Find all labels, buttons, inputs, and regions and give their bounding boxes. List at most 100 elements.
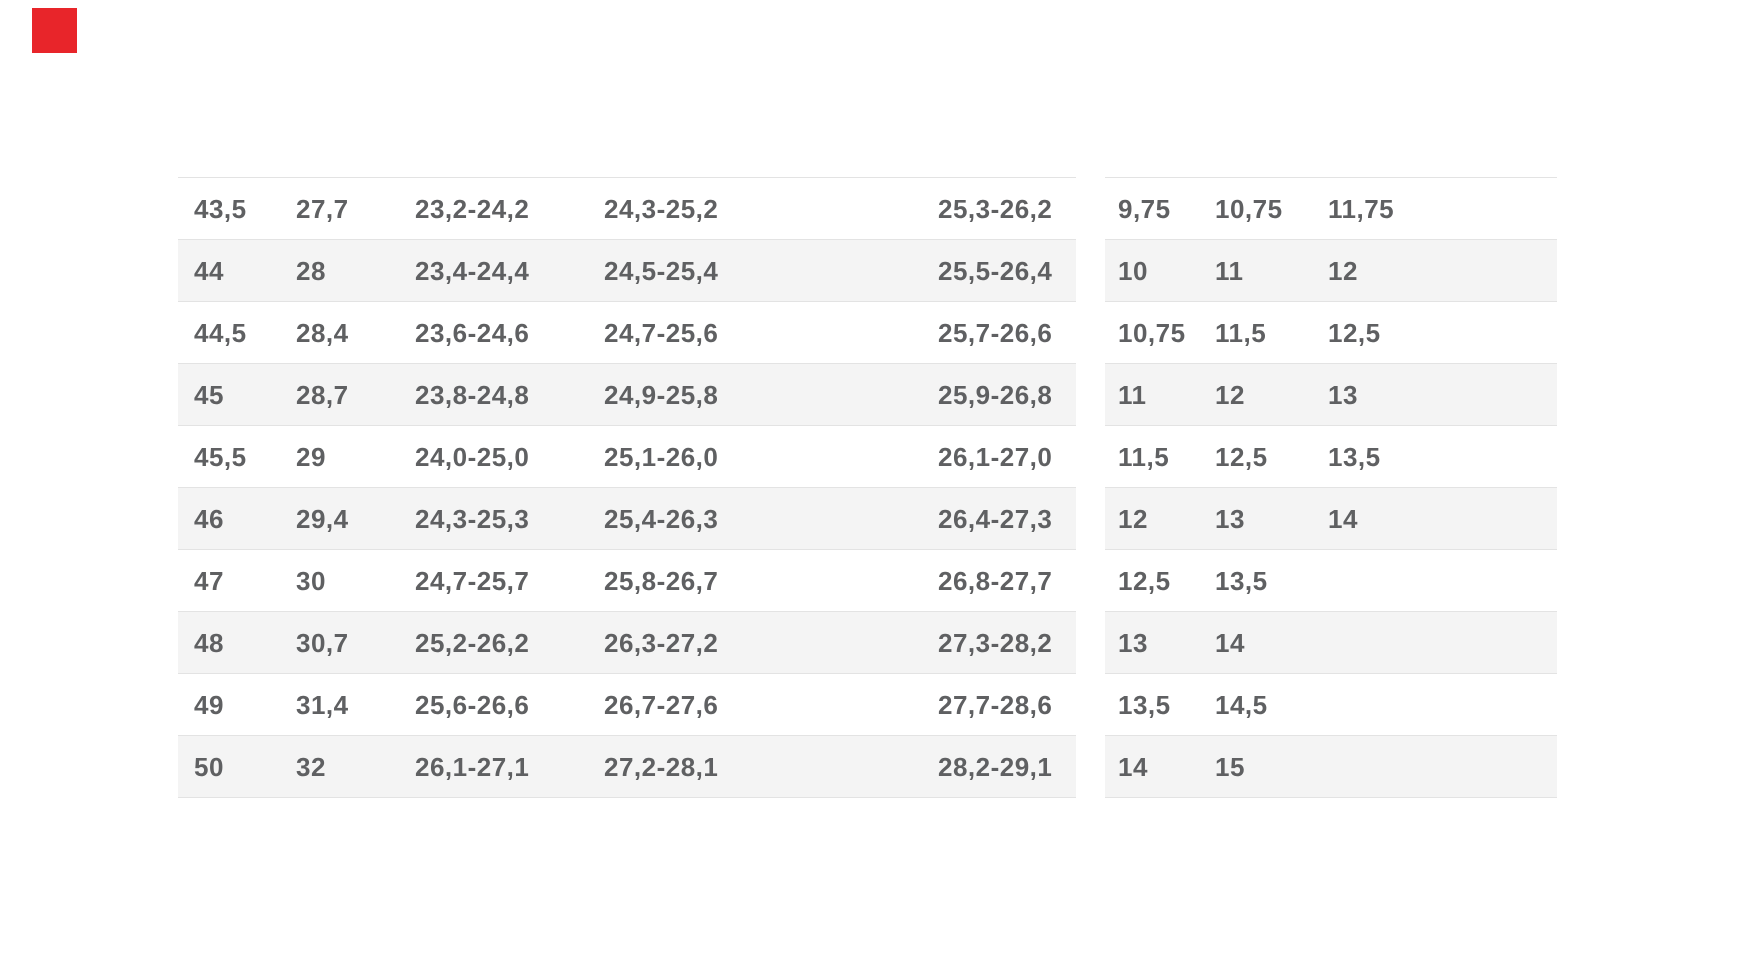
size-cell-2: 15 (1215, 752, 1245, 782)
range-cell-2: 25,8-26,7 (604, 566, 719, 596)
range-cell-1: 26,1-27,1 (415, 752, 530, 782)
size-cell-1: 11,5 (1118, 442, 1170, 472)
table-row: 12 13 14 (1105, 487, 1557, 549)
table-row: 44 28 23,4-24,4 24,5-25,4 25,5-26,4 (178, 239, 1076, 301)
range-cell-3: 28,2-29,1 (938, 752, 1053, 782)
cm-cell: 27,7 (296, 194, 349, 224)
range-cell-2: 24,5-25,4 (604, 256, 719, 286)
size-cell-1: 14 (1118, 752, 1148, 782)
size-cell-2: 14,5 (1215, 690, 1268, 720)
range-cell-1: 25,2-26,2 (415, 628, 530, 658)
eu-size-cell: 45 (194, 380, 224, 410)
size-cell-2: 11 (1215, 256, 1244, 286)
range-cell-1: 23,4-24,4 (415, 256, 530, 286)
cm-cell: 29 (296, 442, 326, 472)
table-row: 12,5 13,5 (1105, 549, 1557, 611)
range-cell-2: 25,4-26,3 (604, 504, 719, 534)
cm-cell: 28,7 (296, 380, 349, 410)
table-row: 47 30 24,7-25,7 25,8-26,7 26,8-27,7 (178, 549, 1076, 611)
eu-size-cell: 48 (194, 628, 224, 658)
range-cell-3: 27,3-28,2 (938, 628, 1053, 658)
range-cell-1: 23,2-24,2 (415, 194, 530, 224)
size-cell-1: 13 (1118, 628, 1148, 658)
eu-size-cell: 45,5 (194, 442, 247, 472)
cm-cell: 29,4 (296, 504, 349, 534)
range-cell-1: 24,3-25,3 (415, 504, 530, 534)
range-cell-2: 24,9-25,8 (604, 380, 719, 410)
range-cell-1: 23,6-24,6 (415, 318, 530, 348)
size-cell-3: 12 (1328, 256, 1358, 286)
cm-cell: 30,7 (296, 628, 349, 658)
table-row: 14 15 (1105, 735, 1557, 797)
range-cell-2: 26,7-27,6 (604, 690, 719, 720)
table-row: 13 14 (1105, 611, 1557, 673)
size-cell-1: 9,75 (1118, 194, 1171, 224)
table-row: 48 30,7 25,2-26,2 26,3-27,2 27,3-28,2 (178, 611, 1076, 673)
size-cell-3: 13,5 (1328, 442, 1381, 472)
size-cell-3: 13 (1328, 380, 1358, 410)
range-cell-3: 26,4-27,3 (938, 504, 1053, 534)
table-row: 44,5 28,4 23,6-24,6 24,7-25,6 25,7-26,6 (178, 301, 1076, 363)
cm-cell: 28 (296, 256, 326, 286)
range-cell-3: 27,7-28,6 (938, 690, 1053, 720)
cm-cell: 31,4 (296, 690, 349, 720)
eu-size-cell: 43,5 (194, 194, 247, 224)
eu-size-cell: 49 (194, 690, 224, 720)
eu-size-cell: 46 (194, 504, 224, 534)
table-row: 49 31,4 25,6-26,6 26,7-27,6 27,7-28,6 (178, 673, 1076, 735)
table-row: 9,75 10,75 11,75 (1105, 177, 1557, 239)
eu-size-cell: 50 (194, 752, 224, 782)
size-cell-3: 11,75 (1328, 194, 1395, 224)
table-row: 46 29,4 24,3-25,3 25,4-26,3 26,4-27,3 (178, 487, 1076, 549)
range-cell-3: 26,8-27,7 (938, 566, 1053, 596)
table-row: 11,5 12,5 13,5 (1105, 425, 1557, 487)
eu-size-cell: 44 (194, 256, 224, 286)
range-cell-1: 25,6-26,6 (415, 690, 530, 720)
size-table-left: 43,5 27,7 23,2-24,2 24,3-25,2 25,3-26,2 … (178, 177, 1076, 798)
range-cell-3: 25,3-26,2 (938, 194, 1053, 224)
size-cell-1: 10,75 (1118, 318, 1186, 348)
table-row: 50 32 26,1-27,1 27,2-28,1 28,2-29,1 (178, 735, 1076, 797)
size-cell-2: 13 (1215, 504, 1245, 534)
range-cell-3: 25,7-26,6 (938, 318, 1053, 348)
size-cell-3: 12,5 (1328, 318, 1381, 348)
eu-size-cell: 44,5 (194, 318, 247, 348)
size-cell-1: 10 (1118, 256, 1148, 286)
size-cell-2: 12 (1215, 380, 1245, 410)
range-cell-2: 27,2-28,1 (604, 752, 719, 782)
size-cell-2: 13,5 (1215, 566, 1268, 596)
red-marker (32, 8, 77, 53)
range-cell-3: 25,9-26,8 (938, 380, 1053, 410)
table-row: 11 12 13 (1105, 363, 1557, 425)
size-cell-2: 12,5 (1215, 442, 1268, 472)
table-row: 10,75 11,5 12,5 (1105, 301, 1557, 363)
table-row: 45,5 29 24,0-25,0 25,1-26,0 26,1-27,0 (178, 425, 1076, 487)
range-cell-2: 25,1-26,0 (604, 442, 719, 472)
cm-cell: 30 (296, 566, 326, 596)
table-row: 43,5 27,7 23,2-24,2 24,3-25,2 25,3-26,2 (178, 177, 1076, 239)
table-row: 45 28,7 23,8-24,8 24,9-25,8 25,9-26,8 (178, 363, 1076, 425)
range-cell-1: 24,7-25,7 (415, 566, 530, 596)
cm-cell: 28,4 (296, 318, 349, 348)
range-cell-2: 24,7-25,6 (604, 318, 719, 348)
range-cell-1: 23,8-24,8 (415, 380, 530, 410)
size-cell-1: 12,5 (1118, 566, 1171, 596)
eu-size-cell: 47 (194, 566, 224, 596)
table-row: 13,5 14,5 (1105, 673, 1557, 735)
range-cell-2: 26,3-27,2 (604, 628, 719, 658)
size-cell-1: 12 (1118, 504, 1148, 534)
size-cell-3: 14 (1328, 504, 1358, 534)
range-cell-3: 25,5-26,4 (938, 256, 1053, 286)
table-row: 10 11 12 (1105, 239, 1557, 301)
size-cell-2: 11,5 (1215, 318, 1267, 348)
size-table-right: 9,75 10,75 11,75 10 11 12 10,75 11,5 12,… (1105, 177, 1557, 798)
size-cell-1: 11 (1118, 380, 1147, 410)
size-cell-2: 14 (1215, 628, 1245, 658)
size-cell-1: 13,5 (1118, 690, 1171, 720)
cm-cell: 32 (296, 752, 326, 782)
size-cell-2: 10,75 (1215, 194, 1283, 224)
range-cell-2: 24,3-25,2 (604, 194, 719, 224)
range-cell-1: 24,0-25,0 (415, 442, 530, 472)
range-cell-3: 26,1-27,0 (938, 442, 1053, 472)
